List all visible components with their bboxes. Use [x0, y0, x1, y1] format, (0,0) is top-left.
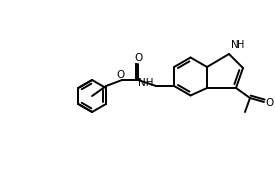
Text: O: O — [134, 53, 142, 63]
Text: H: H — [237, 40, 244, 50]
Text: NH: NH — [138, 78, 153, 88]
Text: O: O — [266, 98, 274, 108]
Text: N: N — [231, 40, 239, 50]
Text: O: O — [116, 70, 124, 80]
